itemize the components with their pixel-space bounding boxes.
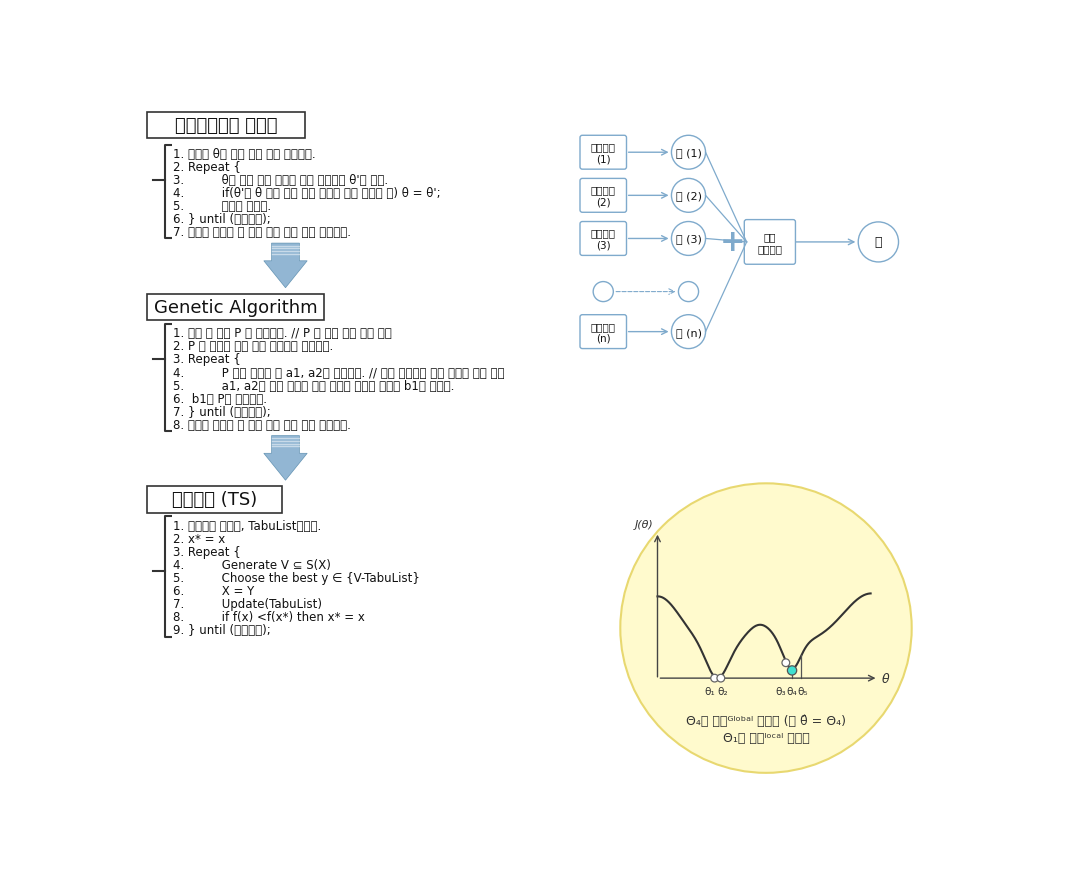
Circle shape	[858, 223, 899, 263]
Circle shape	[672, 136, 705, 170]
Text: 5.          Choose the best y ∈ {V-TabuList}: 5. Choose the best y ∈ {V-TabuList}	[173, 572, 420, 585]
Text: 8.          if f(x) <f(x*) then x* = x: 8. if f(x) <f(x*) then x* = x	[173, 611, 366, 623]
Text: 5.          조사를 멈춘다.: 5. 조사를 멈춘다.	[173, 200, 271, 213]
Text: θ: θ	[883, 672, 890, 685]
Text: 7. 그동안 발생한 해 중에 가장 좋은 것을 출력한다.: 7. 그동안 발생한 해 중에 가장 좋은 것을 출력한다.	[173, 227, 352, 239]
FancyBboxPatch shape	[580, 179, 627, 213]
Text: 타부서치 (TS): 타부서치 (TS)	[172, 491, 257, 509]
Text: Genetic Algorithm: Genetic Algorithm	[154, 299, 317, 317]
Text: 알고리즐
(1): 알고리즐 (1)	[591, 142, 616, 164]
Polygon shape	[263, 244, 307, 288]
Text: 2. Repeat {: 2. Repeat {	[173, 161, 241, 174]
Circle shape	[620, 484, 912, 773]
Text: Θ₁은 지역ˡᵒᶜᵃˡ 최적해: Θ₁은 지역ˡᵒᶜᵃˡ 최적해	[722, 731, 809, 744]
FancyBboxPatch shape	[580, 136, 627, 170]
Text: 해: 해	[875, 236, 883, 249]
Text: Θ₄는 전역ᴳˡᵒᵇᵃˡ 최적해 (즉 θ̂ = Θ₄): Θ₄는 전역ᴳˡᵒᵇᵃˡ 최적해 (즉 θ̂ = Θ₄)	[686, 714, 846, 727]
Circle shape	[787, 666, 797, 675]
Text: 5.          a1, a2를 교차 시키고 변이 연산을 가하여 자식해 b1를 얻는다.: 5. a1, a2를 교차 시키고 변이 연산을 가하여 자식해 b1를 얻는다…	[173, 379, 455, 392]
Text: 2. x* = x: 2. x* = x	[173, 532, 226, 545]
Text: 3.          θ의 이웃 중에 임의의 해를 선택하여 θ'라 한다.: 3. θ의 이웃 중에 임의의 해를 선택하여 θ'라 한다.	[173, 174, 388, 187]
FancyBboxPatch shape	[744, 220, 796, 265]
Text: 해 (3): 해 (3)	[675, 234, 702, 244]
Text: 6.  b1를 P에 대치한다.: 6. b1를 P에 대치한다.	[173, 392, 267, 406]
Circle shape	[717, 674, 725, 682]
FancyBboxPatch shape	[580, 315, 627, 349]
Text: 알고리즐
(3): 알고리즐 (3)	[591, 228, 616, 250]
Text: J(θ): J(θ)	[635, 519, 654, 529]
FancyBboxPatch shape	[580, 222, 627, 256]
Text: 해 (2): 해 (2)	[675, 191, 702, 201]
FancyBboxPatch shape	[147, 294, 325, 320]
Text: 4.          if(θ'가 θ 보다 우수 또는 거리에 따른 조건이 참) θ = θ';: 4. if(θ'가 θ 보다 우수 또는 거리에 따른 조건이 참) θ = θ…	[173, 187, 441, 200]
Text: 시뮬레이티드 어닐링: 시뮬레이티드 어닐링	[174, 117, 277, 135]
Text: θ₄: θ₄	[787, 686, 798, 696]
Text: 2. P 의 해들을 평가 하여 적합도를 부여한다.: 2. P 의 해들을 평가 하여 적합도를 부여한다.	[173, 340, 333, 353]
Text: θ₁: θ₁	[704, 686, 715, 696]
Circle shape	[593, 282, 614, 302]
Text: 8. 그동안 발생한 해 중에 가장 좋은 것을 출력한다.: 8. 그동안 발생한 해 중에 가장 좋은 것을 출력한다.	[173, 419, 352, 431]
Circle shape	[672, 222, 705, 256]
Circle shape	[672, 179, 705, 213]
Text: 1. 초기 해 집단 P 를 생성한다. // P 는 여러 개의 해를 가짐: 1. 초기 해 집단 P 를 생성한다. // P 는 여러 개의 해를 가짐	[173, 327, 392, 340]
Text: 해 (n): 해 (n)	[675, 327, 702, 337]
Text: 결합
알고리즐: 결합 알고리즐	[758, 232, 783, 254]
Text: 해 (1): 해 (1)	[675, 148, 702, 158]
Text: 6.          X = Y: 6. X = Y	[173, 585, 255, 598]
FancyBboxPatch shape	[147, 113, 305, 140]
Text: 9. } until (멈춤조건);: 9. } until (멈춤조건);	[173, 623, 271, 637]
Circle shape	[711, 674, 718, 682]
FancyBboxPatch shape	[147, 486, 282, 513]
Text: θ₅: θ₅	[798, 686, 808, 696]
Text: 4.          P 에서 두개의 해 a1, a2를 선택한다. // 높은 적합도의 해가 선택될 확률 높음: 4. P 에서 두개의 해 a1, a2를 선택한다. // 높은 적합도의 해…	[173, 366, 504, 379]
Text: 4.          Generate V ⊆ S(X): 4. Generate V ⊆ S(X)	[173, 558, 331, 572]
Text: 1. 초기해를 구하고, TabuList초기화.: 1. 초기해를 구하고, TabuList초기화.	[173, 519, 321, 532]
Circle shape	[672, 315, 705, 349]
Text: 1. 초기해 θ와 최소 거리 값을 설정한다.: 1. 초기해 θ와 최소 거리 값을 설정한다.	[173, 148, 316, 161]
Text: θ₂: θ₂	[717, 686, 728, 696]
Text: 6. } until (멈춤조건);: 6. } until (멈춤조건);	[173, 213, 271, 226]
Circle shape	[782, 659, 790, 666]
Text: 알고리즐
(n): 알고리즐 (n)	[591, 321, 616, 343]
Text: 알고리즐
(2): 알고리즐 (2)	[591, 185, 616, 207]
Text: 3. Repeat {: 3. Repeat {	[173, 353, 241, 366]
Text: +: +	[720, 228, 745, 257]
Circle shape	[678, 282, 699, 302]
Text: 3. Repeat {: 3. Repeat {	[173, 545, 241, 558]
Text: 7.          Update(TabuList): 7. Update(TabuList)	[173, 598, 322, 610]
Polygon shape	[263, 436, 307, 480]
Text: θ₃: θ₃	[775, 686, 786, 696]
Text: 7. } until (멈춤조건);: 7. } until (멈춤조건);	[173, 406, 271, 418]
